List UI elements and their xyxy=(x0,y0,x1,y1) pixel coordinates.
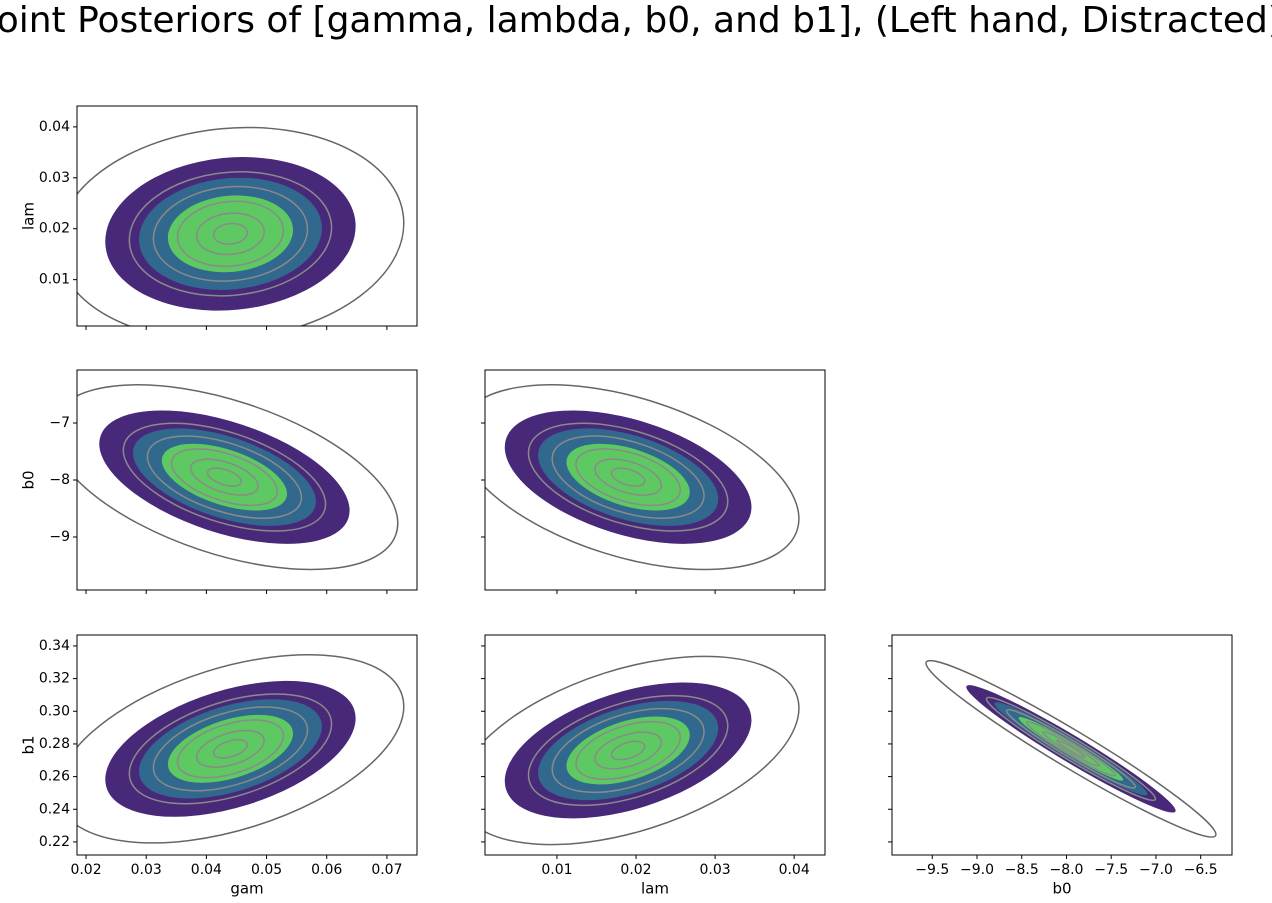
x-tick-label: −8.5 xyxy=(1005,862,1039,878)
y-tick-label: 0.04 xyxy=(39,119,70,135)
x-axis-label: b0 xyxy=(1052,880,1071,898)
outer-contour xyxy=(485,655,800,846)
y-axis-label: b1 xyxy=(20,735,38,754)
contour-line xyxy=(551,435,705,519)
x-tick-label: −9.0 xyxy=(960,862,994,878)
panel xyxy=(77,654,405,844)
x-tick-label: −7.0 xyxy=(1139,862,1173,878)
panel-frame xyxy=(891,634,1233,856)
x-tick-label: −8.0 xyxy=(1049,862,1083,878)
contour-line xyxy=(1005,708,1137,789)
y-tick-label: 0.26 xyxy=(39,769,70,785)
contour-line xyxy=(128,171,333,297)
x-axis-label: gam xyxy=(230,880,263,898)
x-tick-label: −6.5 xyxy=(1184,862,1218,878)
y-tick-label: 0.24 xyxy=(39,801,70,817)
contour-line xyxy=(176,719,285,779)
contour-line xyxy=(527,694,729,807)
y-tick-label: 0.01 xyxy=(39,272,70,288)
y-tick-label: 0.02 xyxy=(39,221,70,237)
panel xyxy=(77,384,399,571)
density-level xyxy=(566,443,690,511)
contour-line xyxy=(152,185,309,282)
contour-line xyxy=(551,707,705,794)
x-tick-label: −9.5 xyxy=(915,862,949,878)
panel-frame xyxy=(484,634,826,856)
outer-contour xyxy=(925,659,1217,838)
y-tick-label: −7 xyxy=(49,415,70,431)
outer-contour xyxy=(485,384,800,571)
contour-line xyxy=(212,222,249,245)
contour-line xyxy=(575,448,682,507)
contour-line xyxy=(985,696,1157,802)
density-level xyxy=(566,716,690,785)
contour-line xyxy=(170,448,279,507)
x-tick-label: −7.5 xyxy=(1094,862,1128,878)
density-level xyxy=(167,195,294,273)
contour-line xyxy=(575,720,682,780)
figure-title: Joint Posteriors of [gamma, lambda, b0, … xyxy=(0,0,1272,41)
x-tick-label: 0.02 xyxy=(620,862,651,878)
x-tick-label: 0.04 xyxy=(191,862,222,878)
contour-line xyxy=(122,422,327,532)
x-tick-label: 0.03 xyxy=(700,862,731,878)
outer-contour xyxy=(77,384,399,571)
contour-line xyxy=(196,212,265,256)
x-tick-label: 0.04 xyxy=(779,862,810,878)
y-axis-label: b0 xyxy=(20,470,38,489)
panel xyxy=(925,659,1217,838)
panel xyxy=(77,126,405,326)
contour-line xyxy=(1056,739,1086,759)
y-tick-label: 0.22 xyxy=(39,834,70,850)
x-tick-label: 0.01 xyxy=(541,862,572,878)
x-tick-label: 0.06 xyxy=(311,862,342,878)
y-tick-label: 0.03 xyxy=(39,170,70,186)
y-axis-label: lam xyxy=(20,202,38,230)
contour-line xyxy=(152,706,309,792)
contour-line xyxy=(189,458,259,496)
density-level xyxy=(1018,716,1124,781)
contour-line xyxy=(146,435,303,519)
contour-line xyxy=(128,693,333,805)
contour-line xyxy=(594,731,663,770)
outer-contour xyxy=(77,654,405,844)
x-tick-label: 0.05 xyxy=(251,862,282,878)
contour-line xyxy=(1042,730,1100,767)
x-tick-label: 0.03 xyxy=(131,862,162,878)
y-tick-label: 0.28 xyxy=(39,736,70,752)
outer-contour xyxy=(77,126,405,326)
contour-line xyxy=(1025,721,1116,777)
y-tick-label: −9 xyxy=(49,529,70,545)
contour-line xyxy=(176,200,285,268)
panel-frame xyxy=(76,105,418,327)
contour-line xyxy=(527,422,729,532)
y-tick-label: 0.32 xyxy=(39,671,70,687)
contour-line xyxy=(206,467,243,487)
x-axis-label: lam xyxy=(641,880,669,898)
y-tick-label: 0.30 xyxy=(39,703,70,719)
contour-line xyxy=(610,467,646,487)
contour-line xyxy=(610,740,646,761)
y-tick-label: 0.34 xyxy=(39,638,70,654)
panel xyxy=(485,384,800,571)
panel xyxy=(485,655,800,846)
y-tick-label: −8 xyxy=(49,472,70,488)
panel-frame xyxy=(76,634,418,856)
x-tick-label: 0.07 xyxy=(371,862,402,878)
density-level xyxy=(167,714,294,783)
contour-line xyxy=(196,729,265,768)
contour-line xyxy=(594,458,663,496)
x-tick-label: 0.02 xyxy=(70,862,101,878)
contour-line xyxy=(212,738,249,759)
